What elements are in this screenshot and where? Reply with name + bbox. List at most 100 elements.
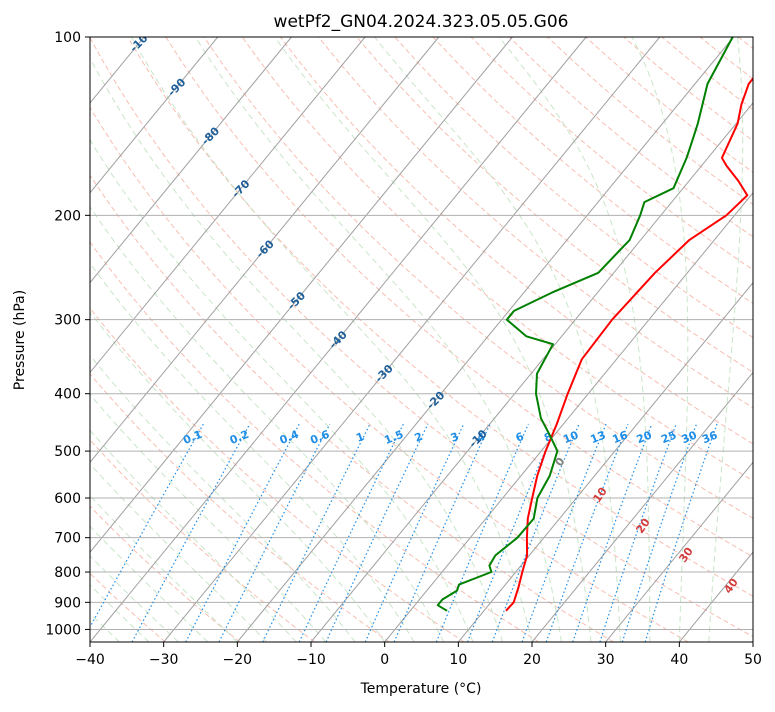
moist-adiabat-label: 30: [676, 545, 696, 565]
isotherm-line: [0, 37, 291, 642]
isotherm-line: [0, 37, 70, 642]
dry-adiabat-line: [357, 37, 775, 642]
y-tick-label: 500: [54, 444, 81, 460]
isotherm-line: [0, 37, 365, 642]
dry-adiabat-label: -60: [254, 237, 277, 260]
dry-adiabat-line: [51, 37, 688, 642]
mixing-ratio-label: 1.5: [382, 428, 405, 447]
dry-adiabat-label: -100: [127, 26, 156, 55]
mixing-ratio-label: 6: [514, 430, 526, 445]
mixing-ratio-line: [82, 424, 204, 642]
mixing-ratio-line: [436, 424, 528, 642]
mixing-ratio-line: [365, 424, 463, 642]
mixing-ratio-label: 0.6: [308, 428, 331, 447]
x-tick-label: 40: [670, 652, 688, 668]
mixing-ratio-line: [600, 424, 676, 642]
chart-title: wetPf2_GN04.2024.323.05.05.G06: [274, 12, 569, 32]
dry-adiabat-line: [471, 37, 775, 642]
mixing-ratio-label: 3: [449, 430, 461, 445]
moist-adiabat-line: [195, 37, 561, 642]
grid-lines: [0, 37, 775, 642]
moist-adiabat-line: [35, 37, 473, 642]
dry-adiabat-line: [242, 37, 775, 642]
x-tick-label: 20: [523, 652, 541, 668]
moist-adiabat-line: [0, 37, 355, 642]
isotherm-line: [164, 37, 660, 642]
dry-adiabat-line: [548, 37, 775, 642]
moist-adiabat-line: [709, 37, 743, 642]
dry-adiabat-label: -40: [327, 328, 350, 351]
mixing-ratio-label: 20: [635, 428, 654, 446]
x-tick-label: 50: [744, 652, 762, 668]
moist-adiabat-line: [0, 37, 237, 642]
moist-adiabat-line: [0, 37, 267, 642]
y-axis-label: Pressure (hPa): [12, 290, 28, 390]
y-tick-label: 700: [54, 531, 81, 547]
mixing-ratio-line: [219, 424, 330, 642]
moist-adiabat-line: [0, 37, 208, 642]
dry-adiabat-label: -50: [285, 289, 308, 312]
dry-adiabat-line: [0, 37, 539, 642]
plot-frame: [90, 37, 753, 642]
y-tick-label: 200: [54, 208, 81, 224]
y-tick-label: 400: [54, 387, 81, 403]
isotherm-line: [0, 37, 218, 642]
moist-adiabat-label: 20: [633, 516, 653, 536]
mixing-ratio-label: 36: [700, 428, 719, 446]
dry-adiabat-line: [738, 37, 775, 642]
mixing-ratio-label: 0.1: [181, 428, 204, 447]
mixing-ratio-label: 0.4: [278, 428, 301, 447]
mixing-ratio-line: [492, 424, 579, 642]
mixing-ratio-label: 0.2: [228, 428, 251, 447]
dry-adiabat-label: -70: [229, 177, 252, 200]
x-tick-label: −10: [296, 652, 326, 668]
y-tick-label: 600: [54, 491, 81, 507]
x-tick-label: −30: [149, 652, 179, 668]
mixing-ratio-label: 2: [413, 430, 425, 445]
moist-adiabat-line: [0, 37, 385, 642]
isotherm-line: [753, 37, 775, 642]
moist-adiabat-line: [0, 37, 296, 642]
x-tick-label: 0: [380, 652, 389, 668]
dry-adiabat-line: [0, 37, 240, 642]
dry-adiabat-label: -80: [199, 124, 222, 147]
y-tick-label: 1000: [45, 622, 81, 638]
mixing-ratio-label: 25: [659, 428, 678, 446]
isotherm-line: [0, 37, 439, 642]
mixing-ratio-line: [326, 424, 428, 642]
dry-adiabat-label: -10: [467, 427, 490, 450]
mixing-ratio-line: [394, 424, 490, 642]
mixing-ratio-label: 1: [354, 430, 366, 445]
mixing-ratio-label: 10: [561, 428, 580, 446]
x-tick-label: −20: [223, 652, 253, 668]
dewpoint-profile-line: [438, 37, 733, 611]
moist-adiabat-line: [0, 37, 414, 642]
y-tick-label: 900: [54, 595, 81, 611]
isotherm-line: [532, 37, 775, 642]
moist-adiabat-label: 40: [721, 576, 741, 596]
y-tick-label: 800: [54, 565, 81, 581]
isotherm-line: [237, 37, 733, 642]
mixing-ratio-line: [263, 424, 370, 642]
mixing-ratio-label: 16: [611, 428, 630, 446]
mixing-ratio-label: 13: [589, 428, 608, 446]
dry-adiabat-line: [433, 37, 775, 642]
x-axis-label: Temperature (°C): [360, 681, 482, 697]
moist-adiabat-line: [632, 37, 688, 642]
dry-adiabat-line: [0, 37, 464, 642]
dry-adiabat-label: -20: [424, 389, 447, 412]
moist-adiabat-line: [0, 37, 326, 642]
sounding-profiles: [438, 37, 775, 611]
dry-adiabat-label: -90: [165, 76, 188, 99]
dry-adiabat-line: [0, 37, 315, 642]
moist-adiabat-label: 10: [590, 485, 610, 505]
x-tick-label: 10: [449, 652, 467, 668]
y-tick-label: 300: [54, 313, 81, 329]
dry-adiabat-line: [624, 37, 775, 642]
mixing-ratio-label: 30: [680, 428, 699, 446]
moist-adiabat-line: [499, 37, 650, 642]
dry-adiabat-line: [662, 37, 775, 642]
y-tick-label: 100: [54, 30, 81, 46]
